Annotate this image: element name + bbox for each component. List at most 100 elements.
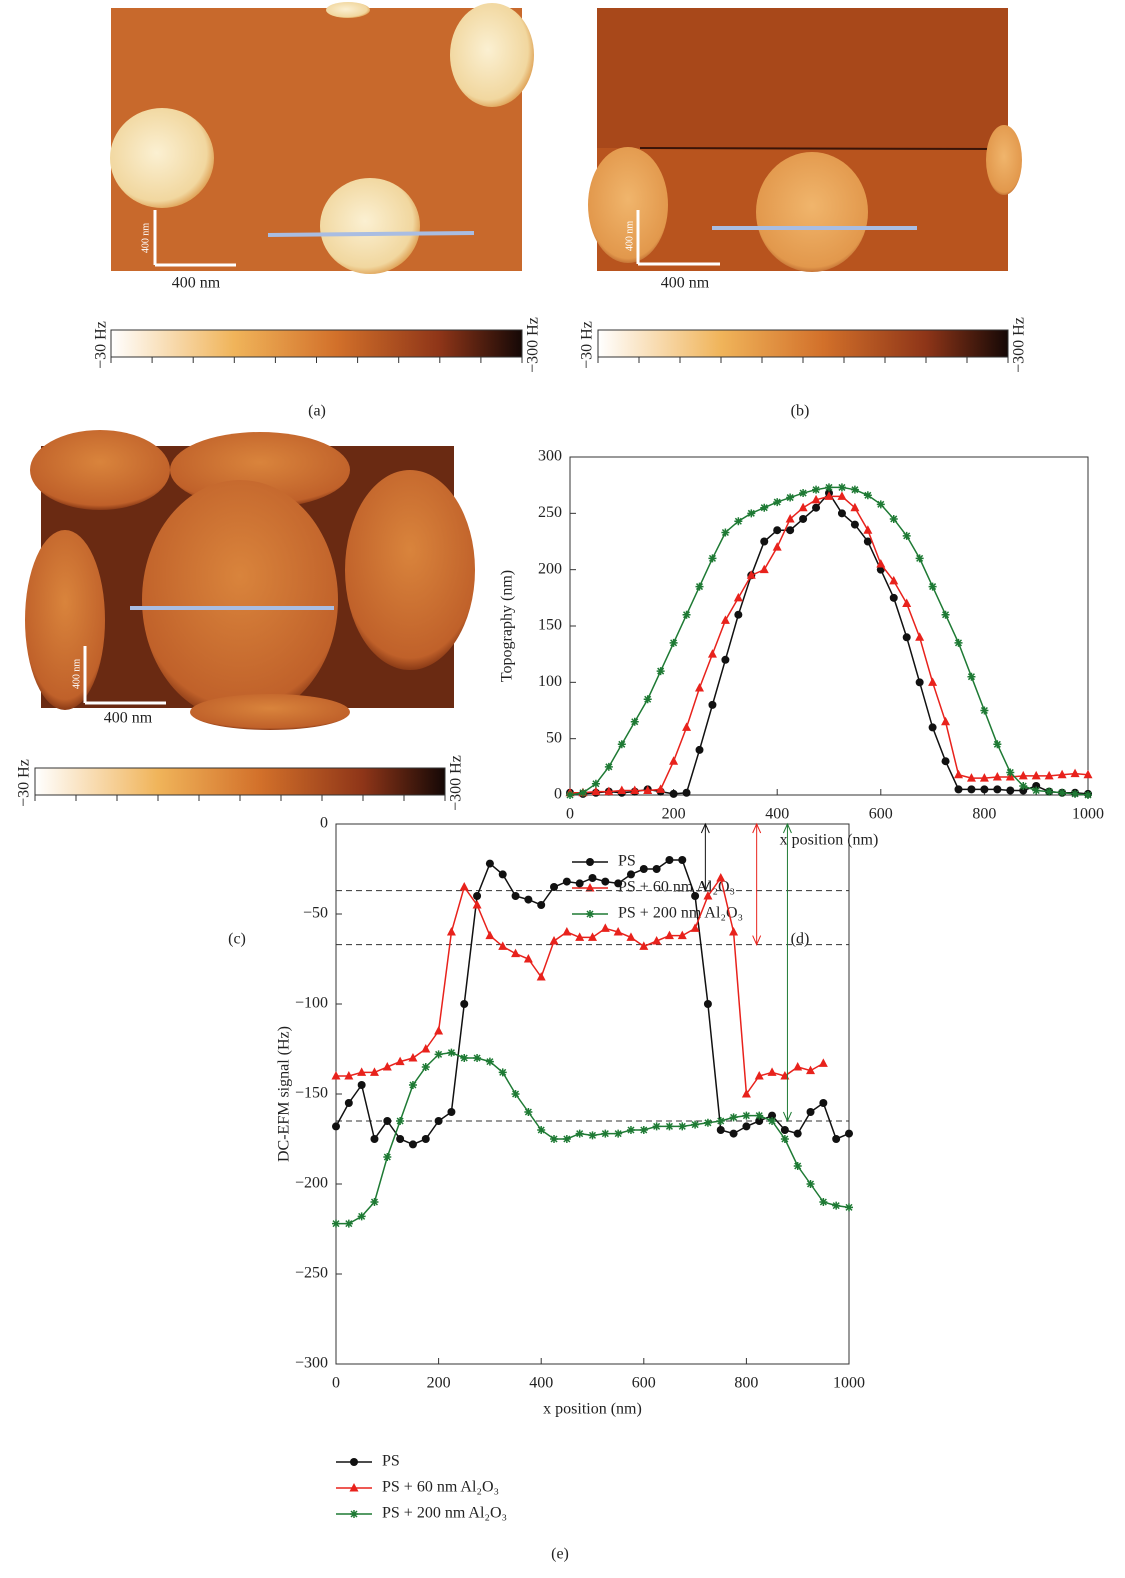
x-tick-label: 1000 <box>1072 806 1104 823</box>
marker <box>536 972 546 981</box>
marker <box>601 877 610 886</box>
marker <box>1018 770 1028 780</box>
marker <box>370 1135 379 1143</box>
marker <box>421 1044 431 1053</box>
marker <box>395 1056 405 1066</box>
marker <box>678 1122 687 1131</box>
marker <box>876 500 885 509</box>
x-tick-label: 1000 <box>833 1375 865 1392</box>
marker <box>537 901 546 909</box>
marker <box>915 554 924 563</box>
marker <box>863 525 873 534</box>
marker <box>639 1126 648 1134</box>
marker <box>511 1090 520 1098</box>
marker <box>370 1198 379 1206</box>
panel-label: (a) <box>308 403 326 420</box>
x-tick-label: 800 <box>972 806 996 823</box>
marker <box>928 723 937 732</box>
y-tick-label: 300 <box>538 448 562 465</box>
marker <box>729 927 739 936</box>
marker <box>344 1099 353 1107</box>
marker <box>669 756 679 765</box>
marker <box>1084 791 1092 799</box>
marker <box>617 740 626 749</box>
marker <box>992 771 1002 781</box>
marker <box>575 932 585 941</box>
marker <box>591 786 601 796</box>
marker <box>889 593 898 602</box>
marker <box>902 633 911 642</box>
colorbar-label: −30 Hz <box>93 321 110 369</box>
marker <box>1083 769 1093 779</box>
marker <box>511 892 520 900</box>
marker <box>524 1108 533 1116</box>
marker <box>665 1122 674 1131</box>
y-tick-label: 0 <box>554 786 562 803</box>
marker <box>549 936 559 945</box>
marker <box>818 1058 828 1067</box>
marker <box>825 483 833 492</box>
marker <box>473 892 482 900</box>
colorbar-label: −300 Hz <box>525 317 542 373</box>
marker <box>617 785 627 794</box>
marker <box>614 1129 623 1138</box>
marker <box>434 1050 443 1059</box>
marker <box>721 655 730 664</box>
marker <box>331 1071 341 1080</box>
marker <box>812 503 821 512</box>
marker <box>332 1122 340 1131</box>
marker <box>759 564 769 574</box>
marker <box>639 941 649 950</box>
marker <box>889 575 899 585</box>
legend-label: PS + 200 nm Al₂O₃ <box>618 905 743 922</box>
marker <box>746 570 756 579</box>
marker <box>357 1067 367 1076</box>
series-line <box>569 491 1089 795</box>
marker <box>850 485 859 494</box>
marker <box>993 740 1002 749</box>
marker <box>742 1111 751 1120</box>
scale-bar-label: 400 nm <box>140 223 151 254</box>
marker <box>421 1063 430 1071</box>
marker <box>707 649 717 658</box>
marker <box>575 879 584 888</box>
marker <box>383 1153 392 1161</box>
marker <box>734 517 743 526</box>
marker <box>863 537 872 546</box>
marker <box>630 717 639 726</box>
marker <box>793 1162 802 1170</box>
marker <box>902 598 912 607</box>
marker <box>850 502 860 512</box>
marker <box>460 1000 469 1008</box>
arrow-head <box>700 881 710 892</box>
marker <box>734 610 743 619</box>
colorbar-label: −300 Hz <box>448 755 465 811</box>
marker <box>626 870 635 879</box>
x-axis-label: x position (nm) <box>543 1401 642 1418</box>
marker <box>682 788 691 797</box>
marker <box>604 762 613 771</box>
marker <box>691 892 700 900</box>
marker <box>760 503 769 512</box>
colorbar-label: −30 Hz <box>16 759 33 807</box>
marker <box>980 706 989 715</box>
marker <box>682 610 691 619</box>
panel-label: (e) <box>551 1546 569 1563</box>
marker <box>772 542 782 551</box>
legend-marker <box>350 1510 358 1518</box>
scale-bar-label: 400 nm <box>661 275 710 292</box>
scale-bar-label: 400 nm <box>71 659 82 690</box>
marker <box>837 483 846 492</box>
marker <box>741 1089 751 1098</box>
y-tick-label: 50 <box>546 729 562 746</box>
marker <box>928 582 937 591</box>
marker <box>562 927 572 936</box>
marker <box>733 592 743 602</box>
marker <box>460 1054 469 1062</box>
marker <box>768 1117 777 1125</box>
marker <box>498 1068 507 1077</box>
legend-marker <box>585 883 595 892</box>
x-tick-label: 0 <box>566 806 574 823</box>
marker <box>1071 789 1080 798</box>
legend-marker <box>586 858 594 866</box>
